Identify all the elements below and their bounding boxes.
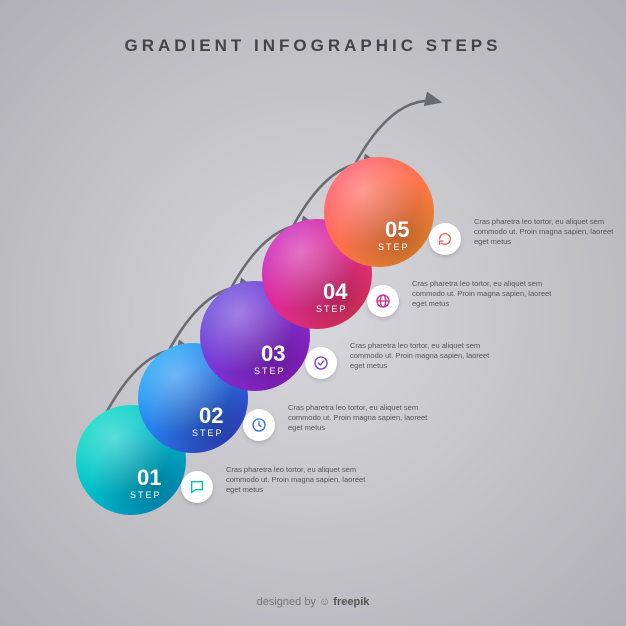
step-label: STEP [130,491,162,500]
infographic-canvas: 01 STEP Cras pharetra leo tortor, eu ali… [0,0,626,626]
step-number: 02 [192,405,224,427]
step-number: 03 [254,343,286,365]
step-number-block: 02 STEP [192,405,224,438]
step-description: Cras pharetra leo tortor, eu aliquet sem… [474,217,614,247]
step-number-block: 05 STEP [378,219,410,252]
step-description: Cras pharetra leo tortor, eu aliquet sem… [350,341,490,371]
step-05: 05 STEP Cras pharetra leo tortor, eu ali… [324,157,624,267]
step-label: STEP [254,367,286,376]
attribution-footer: designed by ☺ freepik [0,596,626,608]
globe-icon [367,285,399,317]
step-number-block: 01 STEP [130,467,162,500]
step-description: Cras pharetra leo tortor, eu aliquet sem… [288,403,428,433]
freepik-logo-icon: ☺ [319,596,330,608]
step-description: Cras pharetra leo tortor, eu aliquet sem… [226,465,366,495]
step-number-block: 03 STEP [254,343,286,376]
chat-icon [181,471,213,503]
step-number-block: 04 STEP [316,281,348,314]
step-label: STEP [316,305,348,314]
check-icon [305,347,337,379]
step-number: 04 [316,281,348,303]
step-description: Cras pharetra leo tortor, eu aliquet sem… [412,279,552,309]
reload-icon [429,223,461,255]
step-number: 05 [378,219,410,241]
step-label: STEP [378,243,410,252]
step-number: 01 [130,467,162,489]
step-label: STEP [192,429,224,438]
footer-prefix: designed by [257,596,319,608]
footer-brand: freepik [333,596,369,608]
clock-icon [243,409,275,441]
